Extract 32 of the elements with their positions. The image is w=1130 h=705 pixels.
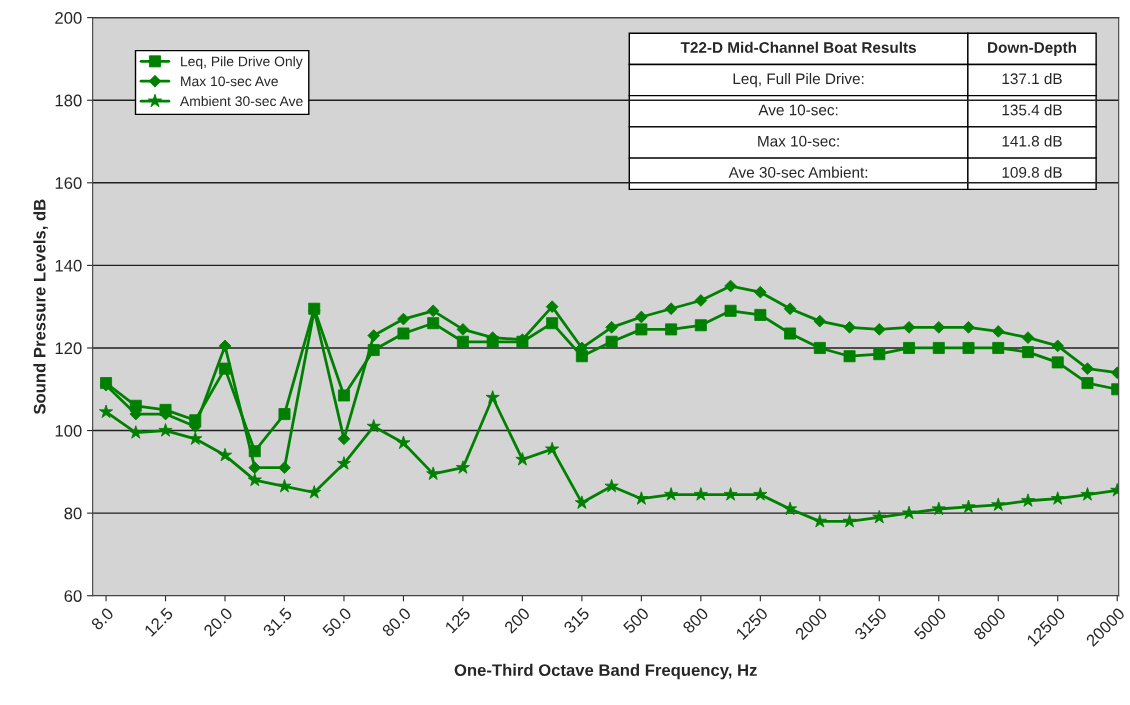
legend-label: Max 10-sec Ave: [181, 76, 278, 87]
y-tick-label: 140: [55, 259, 82, 272]
annotation: Leq, Full Pile Drive:: [733, 72, 864, 88]
y-tick-label: 180: [55, 94, 82, 107]
annotation: 141.8 dB: [1002, 135, 1062, 147]
y-tick-label: 60: [64, 590, 82, 602]
x-tick-label: 31.5: [262, 606, 293, 638]
x-tick-label: 800: [682, 606, 710, 634]
x-tick-label: 8.0: [90, 606, 115, 631]
annotation: Ave 30-sec Ambient:: [728, 166, 868, 178]
x-tick-label: 80.0: [381, 606, 412, 638]
y-tick-label: 200: [55, 12, 82, 24]
legend-label: Leq, Pile Drive Only: [181, 56, 303, 70]
x-axis-title: One-Third Octave Band Frequency, Hz: [454, 663, 757, 680]
annotation: 109.8 dB: [1002, 166, 1062, 178]
y-tick-label: 100: [55, 424, 82, 437]
annotation: 137.1 dB: [1002, 72, 1062, 85]
x-tick-label: 500: [622, 606, 650, 634]
x-tick-label: 50.0: [321, 606, 353, 638]
x-tick-label: 200: [503, 606, 531, 634]
annotation: Max 10-sec:: [758, 135, 839, 147]
x-tick-label: 125: [444, 606, 472, 634]
y-tick-label: 160: [55, 177, 82, 189]
annotation: 135.4 dB: [1002, 104, 1062, 116]
x-tick-label: 315: [562, 606, 591, 635]
y-axis-title: Sound Pressure Levels, dB: [33, 199, 49, 415]
annotation: Ave 10-sec:: [758, 104, 838, 116]
y-tick-label: 120: [55, 342, 82, 355]
y-tick-label: 80: [64, 507, 82, 520]
annotation: Down-Depth: [988, 41, 1077, 56]
annotation: T22-D Mid-Channel Boat Results: [680, 41, 916, 53]
legend-label: Ambient 30-sec Ave: [179, 95, 303, 107]
